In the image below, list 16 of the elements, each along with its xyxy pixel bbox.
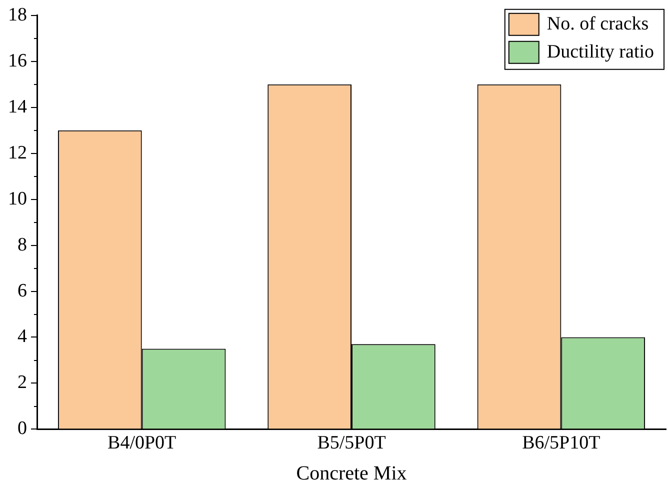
y-tick-label: 4 [18,326,28,348]
x-tick-label: B4/0P0T [108,432,177,454]
y-tick-label: 6 [18,280,27,302]
legend-label: Ductility ratio [546,41,654,62]
y-tick-label: 18 [8,4,27,26]
y-tick-label: 2 [18,372,27,394]
y-tick-label: 14 [8,96,28,118]
legend-label: No. of cracks [546,13,649,34]
y-tick-label: 0 [18,418,27,440]
y-tick-label: 10 [8,188,27,210]
x-axis-title: Concrete Mix [296,462,407,484]
x-tick-label: B5/5P0T [317,432,386,454]
y-tick-label: 12 [8,142,27,164]
y-tick-label: 8 [18,234,27,256]
y-tick-label: 16 [8,50,27,72]
x-tick-label: B6/5P10T [522,432,601,454]
